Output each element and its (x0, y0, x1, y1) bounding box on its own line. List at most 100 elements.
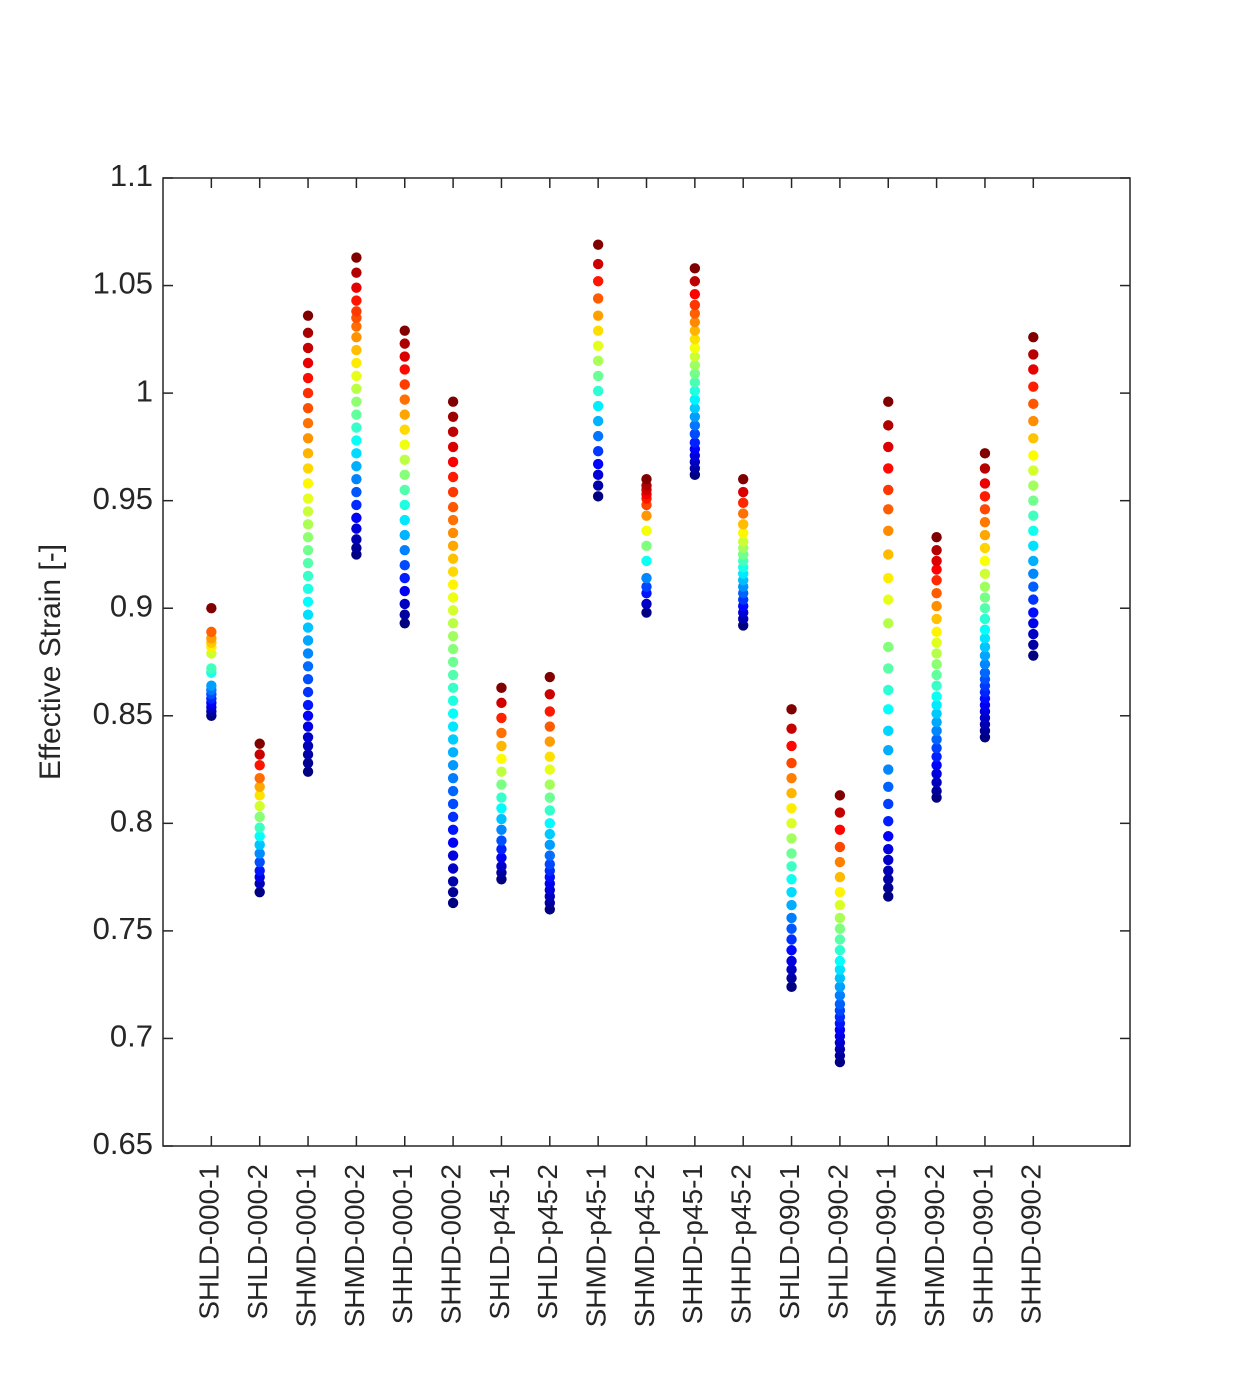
point (1028, 628, 1039, 640)
point (447, 643, 459, 655)
point (302, 519, 314, 530)
point (302, 532, 314, 543)
point (689, 276, 701, 287)
point (883, 744, 894, 756)
point (689, 377, 701, 388)
point (738, 473, 749, 485)
x-tick-label: SHMD-000-2 (339, 1164, 370, 1327)
point (1028, 415, 1039, 427)
point (447, 441, 459, 453)
point (496, 740, 507, 752)
point (399, 572, 410, 584)
point (351, 409, 362, 420)
point (931, 751, 942, 762)
point (447, 669, 459, 681)
point (254, 848, 265, 859)
point (302, 557, 314, 569)
point (351, 422, 362, 433)
point (738, 536, 749, 547)
point (496, 766, 507, 777)
point (883, 704, 894, 715)
point (641, 572, 652, 584)
point (931, 564, 942, 575)
point (979, 478, 991, 489)
point (786, 704, 797, 715)
point (979, 650, 991, 661)
point (979, 658, 991, 670)
point (689, 288, 701, 300)
point (351, 499, 362, 511)
point (786, 923, 797, 934)
point (399, 379, 410, 390)
point (302, 721, 314, 732)
point (592, 469, 604, 481)
point (254, 839, 265, 851)
point (399, 598, 410, 610)
point (931, 785, 942, 797)
point (447, 501, 459, 513)
point (302, 570, 314, 582)
point (786, 981, 797, 993)
point (544, 792, 555, 803)
point (496, 779, 507, 790)
point (447, 486, 459, 498)
point (883, 874, 894, 885)
point (447, 566, 459, 577)
point (351, 461, 362, 472)
point (351, 370, 362, 382)
point (786, 788, 797, 799)
y-tick-label: 1.05 (93, 266, 153, 301)
point (447, 682, 459, 694)
point (641, 525, 652, 536)
point (738, 497, 749, 509)
point (496, 843, 507, 855)
point (1028, 398, 1039, 410)
x-tick-label: SHLD-090-1 (774, 1164, 805, 1320)
point (592, 400, 604, 412)
point (399, 484, 410, 496)
point (883, 831, 894, 842)
point (834, 955, 846, 967)
point (544, 818, 555, 829)
point (302, 463, 314, 474)
point (834, 973, 846, 984)
point (883, 525, 894, 536)
y-tick-label: 0.95 (93, 481, 153, 516)
point (883, 882, 894, 894)
point (883, 549, 894, 560)
point (1028, 568, 1039, 580)
point (883, 396, 894, 407)
x-tick-label: SHLD-000-1 (194, 1164, 225, 1320)
point (689, 402, 701, 414)
point (496, 824, 507, 835)
point (447, 540, 459, 552)
point (1028, 364, 1039, 375)
point (738, 508, 749, 519)
point (883, 843, 894, 855)
point (1028, 349, 1039, 360)
point (206, 663, 217, 674)
point (786, 833, 797, 844)
x-tick-label: SHMD-p45-2 (629, 1164, 660, 1327)
point (979, 667, 991, 678)
point (786, 818, 797, 829)
point (399, 394, 410, 405)
point (738, 527, 749, 539)
point (544, 671, 555, 683)
point (254, 781, 265, 792)
point (931, 760, 942, 771)
point (1028, 555, 1039, 567)
point (351, 306, 362, 317)
point (302, 648, 314, 659)
point (1028, 495, 1039, 506)
point (447, 747, 459, 758)
point (447, 426, 459, 438)
y-tick-label: 0.65 (93, 1126, 153, 1161)
point (689, 411, 701, 422)
point (834, 934, 846, 945)
point (931, 680, 942, 691)
point (1028, 607, 1039, 618)
point (883, 441, 894, 453)
point (447, 785, 459, 797)
point (883, 420, 894, 431)
